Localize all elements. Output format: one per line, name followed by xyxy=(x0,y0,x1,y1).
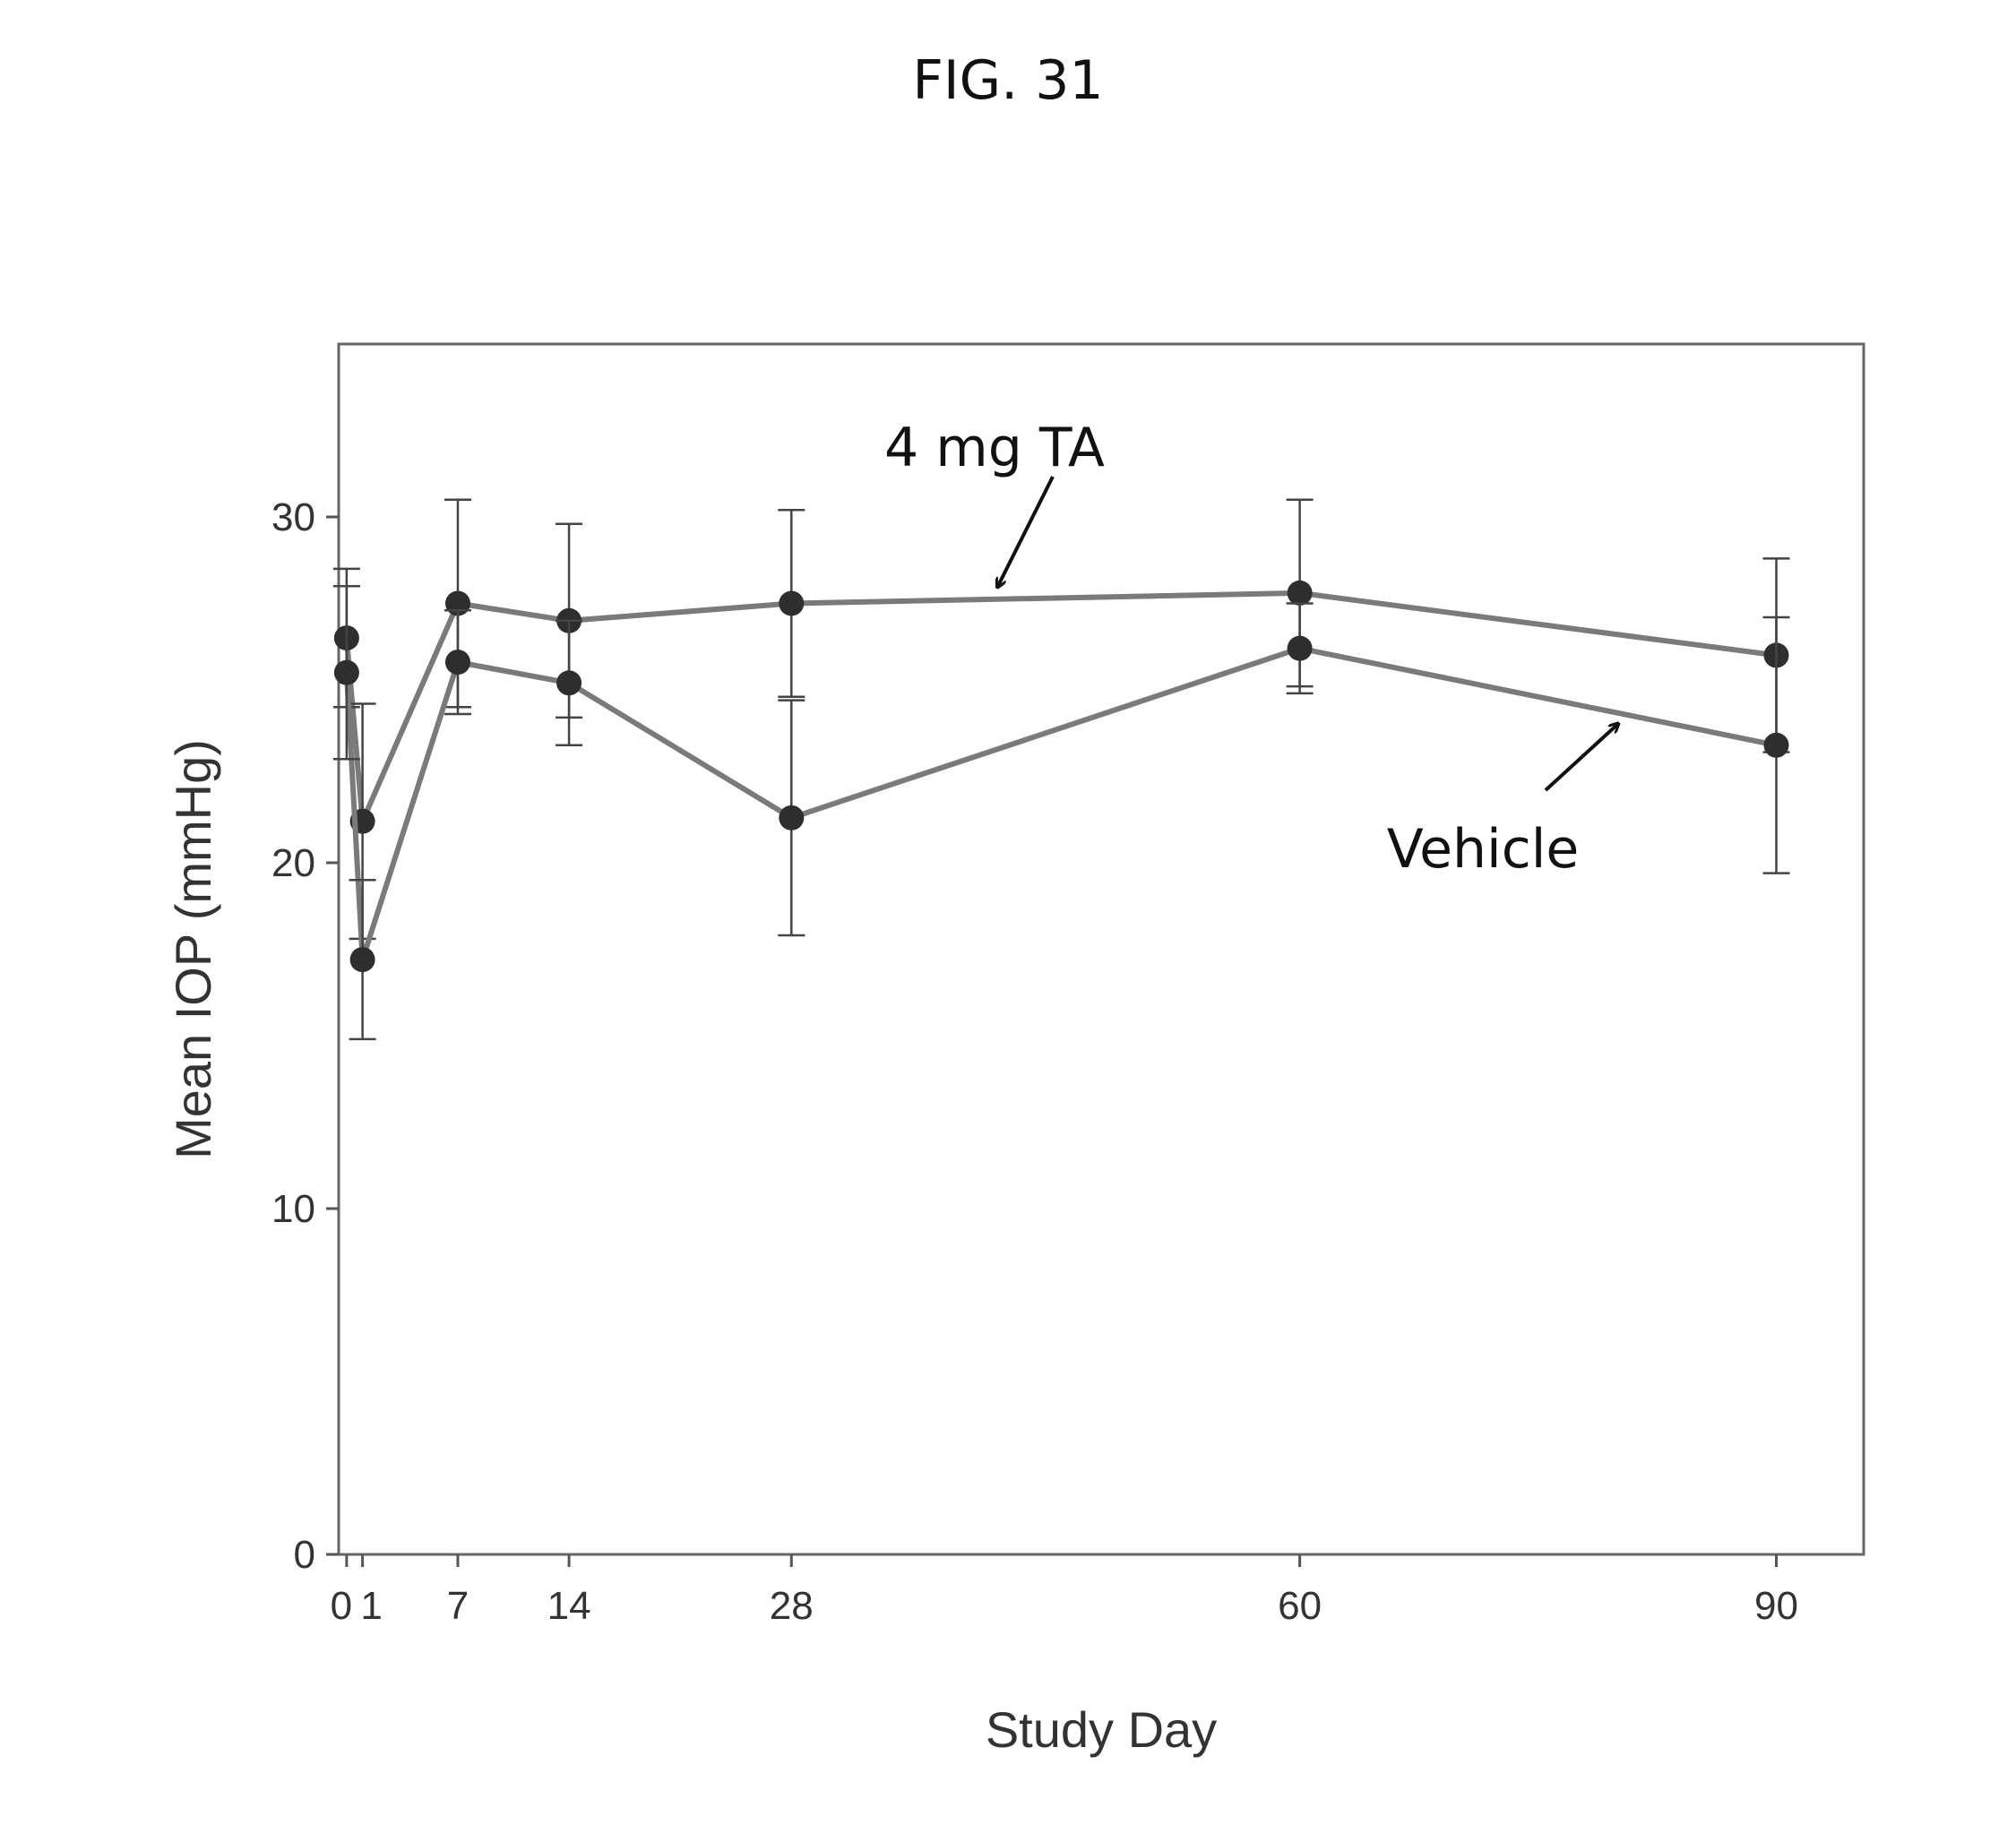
y-axis: 0 10 20 30 xyxy=(271,495,339,1577)
y-tick-label: 0 xyxy=(294,1533,315,1577)
annotation-arrow xyxy=(998,476,1055,586)
x-axis: 0 1 7 14 28 60 90 xyxy=(331,1554,1798,1628)
data-point xyxy=(444,650,470,676)
x-tick-label: 0 xyxy=(331,1584,352,1628)
x-axis-title: Study Day xyxy=(986,1701,1217,1758)
data-point xyxy=(1287,635,1313,661)
annotation-layer: 4 mg TA Vehicle xyxy=(884,417,1617,881)
data-point xyxy=(779,590,805,616)
annotation-vehicle: Vehicle xyxy=(1387,818,1580,881)
annotation-arrow xyxy=(1544,725,1617,792)
data-point xyxy=(333,659,359,685)
x-tick-label: 90 xyxy=(1754,1584,1798,1628)
data-point xyxy=(556,670,582,696)
y-tick-label: 20 xyxy=(271,841,315,885)
data-point xyxy=(1287,580,1313,606)
series-layer xyxy=(332,498,1790,1041)
plot-frame xyxy=(337,342,1865,1556)
data-point xyxy=(349,947,375,973)
annotation-4mg-ta: 4 mg TA xyxy=(884,417,1105,479)
y-axis-title: Mean IOP (mmHg) xyxy=(165,739,221,1159)
figure-label: FIG. 31 xyxy=(912,49,1104,112)
x-tick-label: 14 xyxy=(547,1584,591,1628)
x-tick-label: 1 xyxy=(360,1584,382,1628)
y-tick-label: 10 xyxy=(271,1187,315,1231)
y-tick-label: 30 xyxy=(271,495,315,539)
x-tick-label: 28 xyxy=(770,1584,814,1628)
series-line xyxy=(343,645,1778,960)
data-point xyxy=(1763,732,1789,758)
x-tick-label: 60 xyxy=(1278,1584,1322,1628)
series-group xyxy=(332,584,1790,1041)
data-point xyxy=(779,805,805,831)
x-tick-label: 7 xyxy=(447,1584,469,1628)
